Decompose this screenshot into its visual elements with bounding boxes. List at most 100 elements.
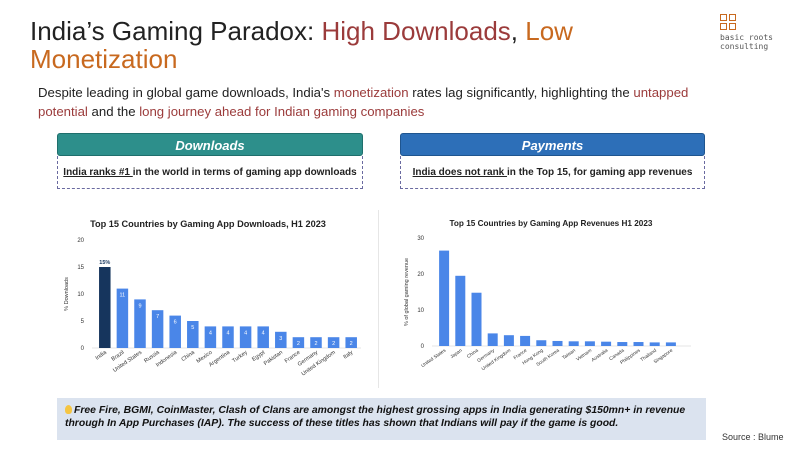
bar-hong-kong xyxy=(536,340,547,346)
payments-summary: India does not rank in the Top 15, for g… xyxy=(400,156,705,189)
bar-data-label: 7 xyxy=(156,314,159,320)
downloads-chart-svg: Top 15 Countries by Gaming App Downloads… xyxy=(64,219,361,377)
y-tick-label: 20 xyxy=(417,272,424,278)
x-tick-label: Italy xyxy=(342,350,354,361)
y-tick-label: 10 xyxy=(77,292,84,298)
x-tick-label: India xyxy=(95,349,109,361)
bar-australia xyxy=(601,341,612,346)
bar-data-label: 9 xyxy=(138,303,141,309)
x-tick-label: Pakistan xyxy=(263,350,284,367)
bar-united-states xyxy=(134,299,146,348)
bar-china xyxy=(471,292,482,346)
y-tick-label: 20 xyxy=(77,238,84,244)
company-logo: basic roots consulting xyxy=(720,14,790,51)
bar-united-kingdom xyxy=(503,335,514,346)
insight-note: Free Fire, BGMI, CoinMaster, Clash of Cl… xyxy=(57,398,706,440)
bar-indonesia xyxy=(169,315,181,348)
payments-summary-rest: in the Top 15, for gaming app revenues xyxy=(507,167,693,178)
bar-united-kingdom xyxy=(327,337,340,348)
bar-france xyxy=(292,337,305,348)
chart-title: Top 15 Countries by Gaming App Revenues … xyxy=(450,219,653,228)
bar-data-label: 4 xyxy=(244,330,247,336)
downloads-header: Downloads xyxy=(57,133,363,156)
bar-data-label: 2 xyxy=(314,341,317,347)
x-tick-label: Japan xyxy=(449,348,463,361)
bar-argentina xyxy=(222,326,234,348)
y-axis-label: % of global gaming revenue xyxy=(404,258,410,326)
revenue-chart: Top 15 Countries by Gaming App Revenues … xyxy=(396,208,706,391)
bar-brazil xyxy=(116,288,129,348)
bar-philippines xyxy=(633,342,644,346)
bar-data-label: 4 xyxy=(209,330,212,336)
subtitle-monetization: monetization xyxy=(333,85,409,100)
bar-united-states xyxy=(439,250,450,346)
chart-divider xyxy=(378,210,379,388)
bar-egypt xyxy=(257,326,269,348)
chart-title: Top 15 Countries by Gaming App Downloads… xyxy=(90,219,326,229)
bar-data-label: 2 xyxy=(332,341,335,347)
bar-france xyxy=(520,335,531,346)
bar-germany xyxy=(310,337,322,348)
title-part-1: India’s Gaming Paradox: xyxy=(30,16,322,46)
title-low-monetization: Low Monetization xyxy=(30,16,573,74)
y-tick-label: 30 xyxy=(417,236,424,242)
y-tick-label: 0 xyxy=(81,346,85,352)
downloads-chart: Top 15 Countries by Gaming App Downloads… xyxy=(56,208,376,391)
bar-canada xyxy=(617,342,628,346)
x-tick-label: China xyxy=(181,349,197,363)
x-tick-label: Turkey xyxy=(231,350,248,365)
y-tick-label: 5 xyxy=(81,319,85,325)
bar-data-label: 4 xyxy=(262,330,265,336)
bar-data-label: 15% xyxy=(99,260,110,266)
x-tick-label: Australia xyxy=(591,348,610,364)
subtitle-part-1: Despite leading in global game downloads… xyxy=(38,85,334,100)
bar-japan xyxy=(455,275,466,346)
source-label: Source : Blume xyxy=(722,432,784,442)
x-tick-label: Vietnam xyxy=(575,348,593,363)
bar-vietnam xyxy=(584,341,595,346)
subtitle-part-5: and the xyxy=(87,104,140,119)
bar-data-label: 4 xyxy=(226,330,229,336)
bar-mexico xyxy=(204,326,217,348)
bar-data-label: 6 xyxy=(174,320,177,326)
y-tick-label: 10 xyxy=(417,308,424,314)
downloads-summary: India ranks #1 in the world in terms of … xyxy=(57,156,363,189)
subtitle-part-3: rates lag significantly, highlighting th… xyxy=(408,85,634,100)
subtitle-untapped-potential: untapped potential xyxy=(38,85,689,119)
payments-summary-highlight: India does not rank xyxy=(412,167,508,178)
bar-data-label: 2 xyxy=(350,341,353,347)
insight-note-text: Free Fire, BGMI, CoinMaster, Clash of Cl… xyxy=(65,405,686,429)
bar-pakistan xyxy=(275,331,287,348)
logo-mark-icon xyxy=(720,14,790,30)
bar-india xyxy=(99,267,111,348)
bar-china xyxy=(187,321,199,348)
bar-data-label: 2 xyxy=(297,341,300,347)
bar-taiwan xyxy=(568,341,579,346)
bar-russia xyxy=(151,310,164,348)
title-part-3: , xyxy=(510,16,526,46)
y-axis-label: % Downloads xyxy=(64,277,70,311)
bar-italy xyxy=(345,337,357,348)
y-tick-label: 15 xyxy=(77,265,84,271)
y-tick-label: 0 xyxy=(421,344,425,350)
x-tick-label: Taiwan xyxy=(561,348,577,362)
subtitle-long-journey: long journey ahead for Indian gaming com… xyxy=(139,104,425,119)
lightbulb-icon xyxy=(65,405,72,414)
bar-data-label: 11 xyxy=(120,293,126,299)
logo-line-1: basic roots xyxy=(720,33,773,42)
page-title: India’s Gaming Paradox: High Downloads, … xyxy=(30,17,670,73)
downloads-summary-highlight: India ranks #1 xyxy=(63,167,133,178)
page-subtitle: Despite leading in global game downloads… xyxy=(38,83,718,121)
x-tick-label: United States xyxy=(420,347,448,369)
payments-header: Payments xyxy=(400,133,705,156)
bar-turkey xyxy=(239,326,252,348)
bar-thailand xyxy=(649,342,660,346)
logo-line-2: consulting xyxy=(720,42,769,51)
bar-singapore xyxy=(665,342,676,346)
bar-germany xyxy=(487,333,498,346)
title-high-downloads: High Downloads xyxy=(321,16,511,46)
downloads-summary-rest: in the world in terms of gaming app down… xyxy=(132,167,357,178)
revenue-chart-svg: Top 15 Countries by Gaming App Revenues … xyxy=(404,219,691,372)
bar-data-label: 3 xyxy=(279,336,282,342)
bar-south-korea xyxy=(552,340,563,346)
